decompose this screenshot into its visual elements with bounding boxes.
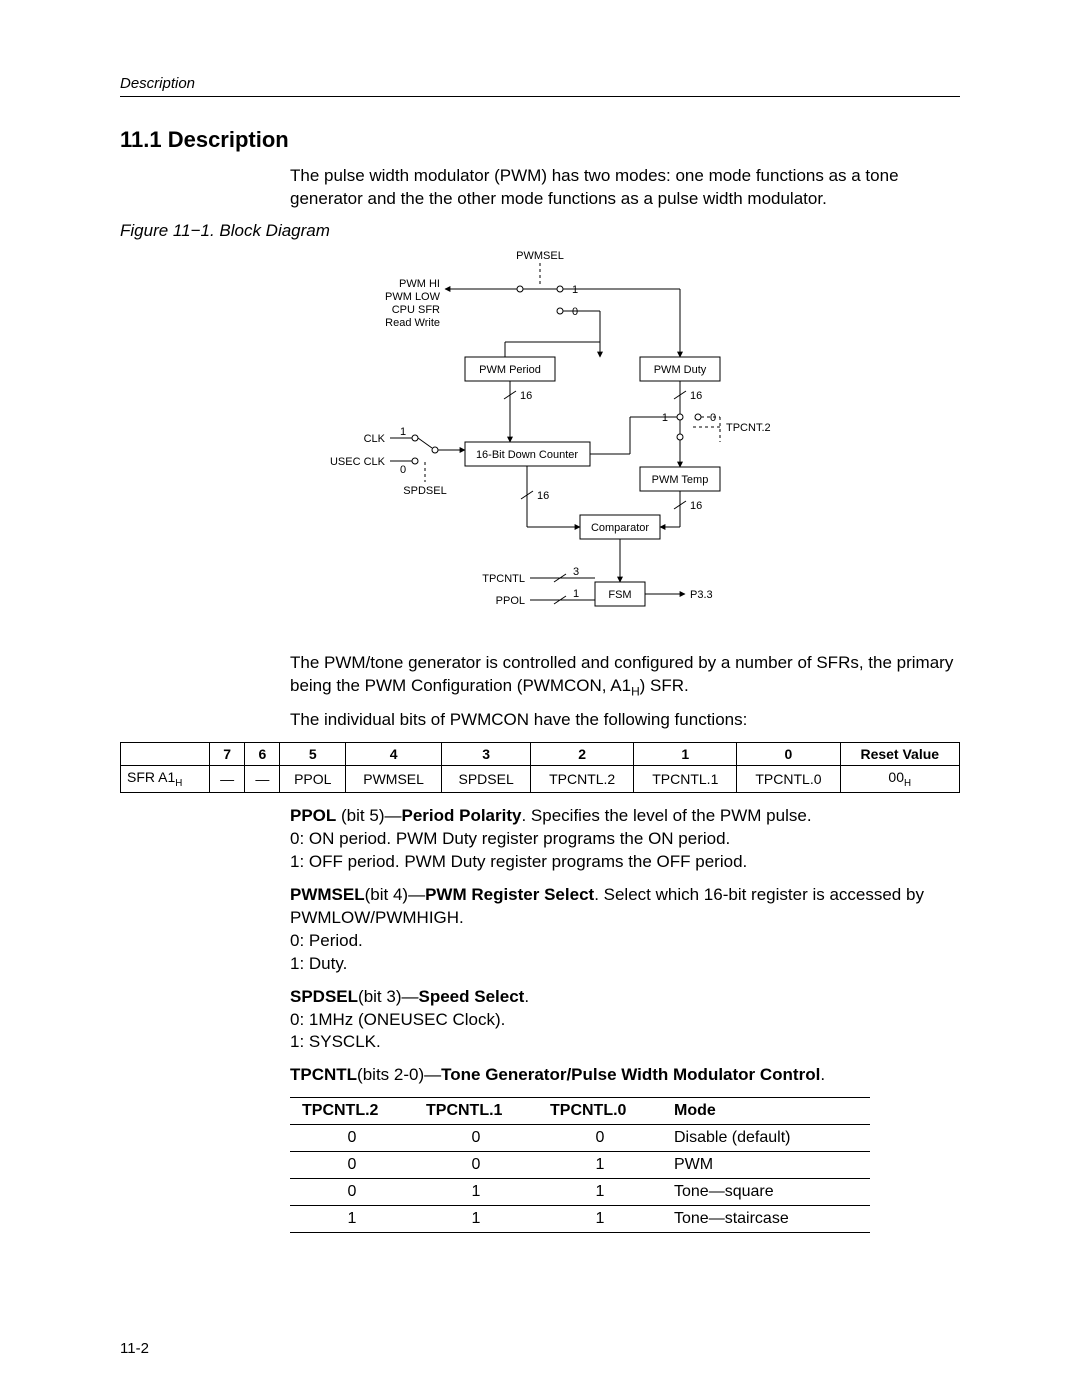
bits-intro: The individual bits of PWMCON have the f… [290,709,960,732]
tpcnt-mux-1: 1 [662,412,668,424]
mode-r2c3: Tone—square [662,1179,870,1206]
pwmcon-bits-table: 7 6 5 4 3 2 1 0 Reset Value SFR A1H — — … [120,742,960,793]
bits-reset: 00H [840,766,959,793]
mode-r3c0: 1 [290,1206,414,1233]
pwmsel-label: PWMSEL [516,250,564,262]
clk-mux-0: 0 [400,464,406,476]
pwm-duty-box: PWM Duty [654,364,707,376]
bits-th-8: 0 [737,743,840,766]
spdsel-label: SPDSEL [403,485,446,497]
clk-label: CLK [364,433,386,445]
mode-th-2: TPCNTL.0 [538,1098,662,1125]
running-head: Description [120,75,960,97]
ppol-one-label: 1 [573,588,579,600]
mode-r3c1: 1 [414,1206,538,1233]
block-diagram: PWMSEL 1 0 PWM HI PWM LOW CPU SFR Read W… [120,247,960,642]
pwm-period-box: PWM Period [479,364,541,376]
tpcnt2-label: TPCNT.2 [726,422,771,434]
usecclk-label: USEC CLK [330,456,386,468]
post-diagram-text-a: The PWM/tone generator is controlled and… [290,653,953,695]
comparator-box: Comparator [591,522,649,534]
pwm-temp-box: PWM Temp [652,474,709,486]
bits-th-6: 2 [531,743,634,766]
pwmhi-label: PWM HI [399,278,440,290]
ppol-desc: PPOL (bit 5)—Period Polarity. Specifies … [290,805,960,874]
mode-r2c1: 1 [414,1179,538,1206]
sixteen-label-4: 16 [690,500,702,512]
sixteen-label-1: 16 [520,390,532,402]
bits-c7: TPCNTL.0 [737,766,840,793]
mode-r3c3: Tone—staircase [662,1206,870,1233]
bits-c0: — [210,766,245,793]
bits-c1: — [245,766,280,793]
down-counter-box: 16-Bit Down Counter [476,449,578,461]
cpusfr-label: CPU SFR [392,304,440,316]
mode-th-1: TPCNTL.1 [414,1098,538,1125]
mux-1-label: 1 [572,284,578,296]
mode-r2c0: 0 [290,1179,414,1206]
tpcntl-label: TPCNTL [482,573,525,585]
spdsel-desc: SPDSEL(bit 3)—Speed Select. 0: 1MHz (ONE… [290,986,960,1055]
mode-r2c2: 1 [538,1179,662,1206]
readwrite-label: Read Write [385,317,440,329]
bits-c2: PPOL [280,766,346,793]
mux-0-label: 0 [572,306,578,318]
bits-c6: TPCNTL.1 [634,766,737,793]
mode-r0c2: 0 [538,1125,662,1152]
bits-c3: PWMSEL [346,766,442,793]
mode-r0c0: 0 [290,1125,414,1152]
pwmsel-desc: PWMSEL(bit 4)—PWM Register Select. Selec… [290,884,960,976]
mode-r1c2: 1 [538,1152,662,1179]
post-diagram-para: The PWM/tone generator is controlled and… [290,652,960,699]
mode-r1c1: 0 [414,1152,538,1179]
page-number: 11-2 [120,1340,149,1357]
sixteen-label-2: 16 [690,390,702,402]
mode-r3c2: 1 [538,1206,662,1233]
mode-r1c0: 0 [290,1152,414,1179]
mode-th-0: TPCNTL.2 [290,1098,414,1125]
bits-c5: TPCNTL.2 [531,766,634,793]
bits-row-label: SFR A1H [121,766,210,793]
bits-th-7: 1 [634,743,737,766]
mode-table: TPCNTL.2 TPCNTL.1 TPCNTL.0 Mode 0 0 0 Di… [290,1097,870,1233]
bits-c4: SPDSEL [442,766,531,793]
bits-th-5: 3 [442,743,531,766]
post-diagram-text-b: ) SFR. [640,676,689,695]
bits-th-3: 5 [280,743,346,766]
sixteen-label-3: 16 [537,490,549,502]
pwmlow-label: PWM LOW [385,291,441,303]
p33-label: P3.3 [690,589,713,601]
three-label: 3 [573,566,579,578]
mode-r1c3: PWM [662,1152,870,1179]
mode-r0c3: Disable (default) [662,1125,870,1152]
clk-mux-1: 1 [400,426,406,438]
mode-th-3: Mode [662,1098,870,1125]
bits-th-9: Reset Value [840,743,959,766]
tpcnt-mux-0: 0 [710,412,716,424]
tpcntl-desc: TPCNTL(bits 2-0)—Tone Generator/Pulse Wi… [290,1064,960,1087]
ppol-label: PPOL [496,595,525,607]
bits-th-4: 4 [346,743,442,766]
figure-caption: Figure 11−1. Block Diagram [120,221,960,241]
bits-th-1: 7 [210,743,245,766]
intro-paragraph: The pulse width modulator (PWM) has two … [290,165,960,211]
mode-r0c1: 0 [414,1125,538,1152]
fsm-box: FSM [608,589,631,601]
section-title: 11.1 Description [120,127,960,153]
bits-th-2: 6 [245,743,280,766]
bits-th-0 [121,743,210,766]
